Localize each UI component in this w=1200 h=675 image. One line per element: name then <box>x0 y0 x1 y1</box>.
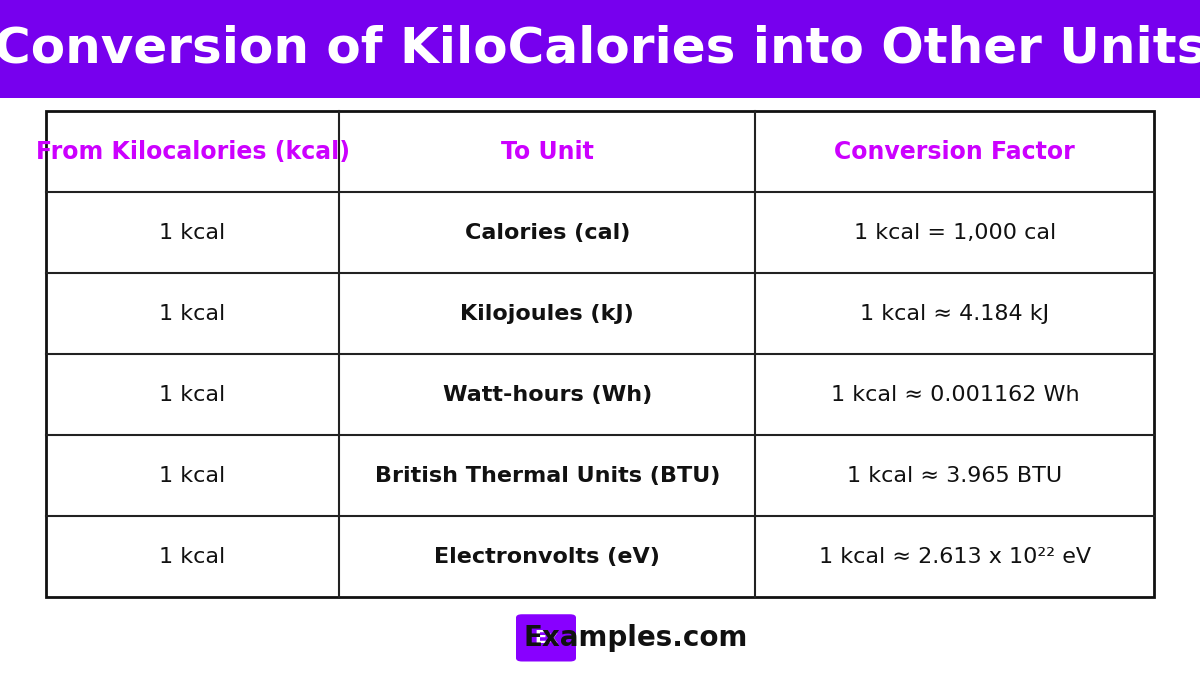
Text: From Kilocalories (kcal): From Kilocalories (kcal) <box>36 140 349 164</box>
Text: Kilojoules (kJ): Kilojoules (kJ) <box>461 304 635 324</box>
Text: British Thermal Units (BTU): British Thermal Units (BTU) <box>374 466 720 486</box>
Text: 1 kcal: 1 kcal <box>160 466 226 486</box>
Text: 1 kcal: 1 kcal <box>160 223 226 243</box>
Text: Watt-hours (Wh): Watt-hours (Wh) <box>443 385 652 405</box>
Text: Examples.com: Examples.com <box>524 624 748 652</box>
Text: 1 kcal = 1,000 cal: 1 kcal = 1,000 cal <box>853 223 1056 243</box>
Text: 1 kcal: 1 kcal <box>160 304 226 324</box>
Text: 1 kcal ≈ 0.001162 Wh: 1 kcal ≈ 0.001162 Wh <box>830 385 1079 405</box>
Text: 1 kcal ≈ 4.184 kJ: 1 kcal ≈ 4.184 kJ <box>860 304 1049 324</box>
Bar <box>46 111 1154 597</box>
Text: To Unit: To Unit <box>500 140 594 164</box>
Text: 1 kcal: 1 kcal <box>160 547 226 567</box>
Bar <box>0 0 1200 98</box>
Text: Ex: Ex <box>534 629 558 647</box>
FancyBboxPatch shape <box>516 614 576 662</box>
Text: 1 kcal ≈ 3.965 BTU: 1 kcal ≈ 3.965 BTU <box>847 466 1062 486</box>
Text: Calories (cal): Calories (cal) <box>464 223 630 243</box>
Text: Conversion of KiloCalories into Other Units: Conversion of KiloCalories into Other Un… <box>0 25 1200 73</box>
Text: 1 kcal ≈ 2.613 x 10²² eV: 1 kcal ≈ 2.613 x 10²² eV <box>818 547 1091 567</box>
Text: Conversion Factor: Conversion Factor <box>834 140 1075 164</box>
Text: 1 kcal: 1 kcal <box>160 385 226 405</box>
Text: Electronvolts (eV): Electronvolts (eV) <box>434 547 660 567</box>
